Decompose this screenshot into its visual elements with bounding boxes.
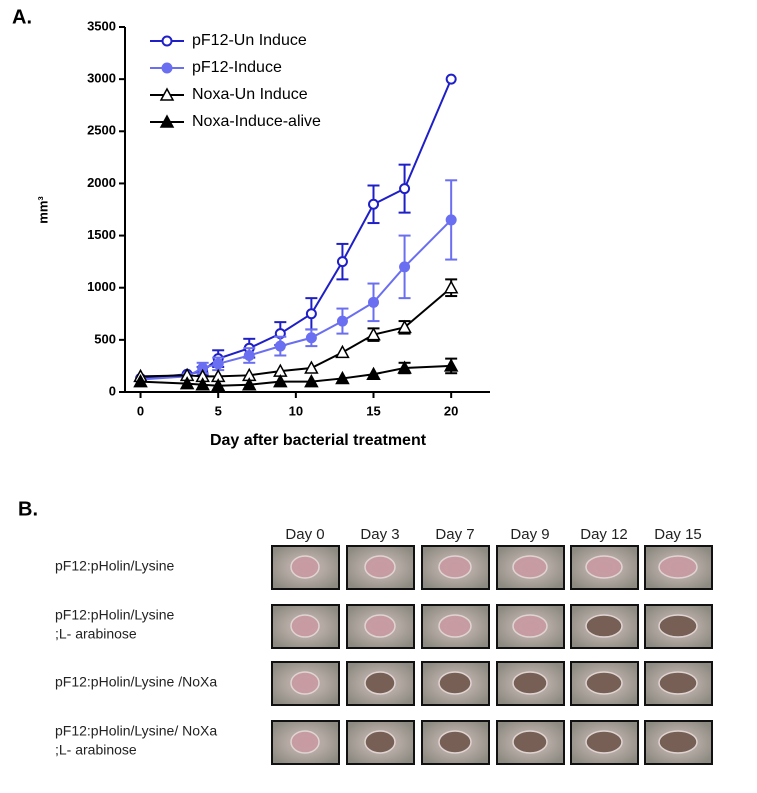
lesion [438,555,472,579]
column-header: Day 12 [580,526,628,543]
y-tick-label: 500 [94,331,116,346]
row-label: pF12:pHolin/Lysine/ NoXa [55,723,217,739]
y-tick-label: 2500 [87,123,116,138]
lesion [512,730,548,754]
photo [421,720,490,765]
lesion [585,555,623,579]
panel-label: B. [18,498,38,520]
lesion [585,730,623,754]
data-point [273,374,288,388]
data-point [336,256,348,268]
x-tick-label: 0 [137,403,144,418]
lesion [512,614,548,638]
data-point [336,315,348,327]
data-point [212,358,224,370]
legend-label: pF12-Un Induce [192,32,307,49]
column-header: Day 9 [510,526,549,543]
y-tick-label: 2000 [87,175,116,190]
data-point [366,366,381,381]
y-tick-label: 1000 [87,279,116,294]
legend-marker [161,35,173,47]
y-tick-label: 3500 [87,18,116,33]
data-point [179,376,195,390]
row-label: ;L- arabinose [55,626,137,642]
legend-marker [161,62,173,74]
legend-label: pF12-Induce [192,59,282,76]
lesion [364,730,396,754]
data-point [274,340,286,352]
row-label: pF12:pHolin/Lysine [55,558,175,574]
data-point [443,358,459,372]
lesion [585,671,623,695]
data-point [399,261,411,273]
data-point [335,370,350,385]
lesion [290,671,320,695]
data-point [368,198,380,210]
column-header: Day 3 [360,526,399,543]
data-point [133,374,148,388]
column-header: Day 15 [654,526,702,543]
photo [421,604,490,649]
data-point [368,296,380,308]
data-point [366,327,381,341]
photo [496,604,565,649]
lesion [658,555,698,579]
lesion [658,730,698,754]
lesion [364,614,396,638]
data-point [335,344,350,359]
x-tick-label: 15 [366,403,380,418]
lesion [512,555,548,579]
data-point [241,377,257,391]
data-point [397,319,412,334]
data-point [195,377,210,391]
row-label: ;L- arabinose [55,742,137,758]
data-point [397,360,412,374]
lesion [658,614,698,638]
legend-marker [159,87,175,101]
x-tick-label: 10 [289,403,303,418]
x-axis-label: Day after bacterial treatment [210,432,427,449]
data-point [305,332,317,344]
y-tick-label: 1500 [87,227,116,242]
column-header: Day 0 [285,526,324,543]
panel-label: A. [12,6,32,28]
lesion [364,555,396,579]
lesion [364,671,396,695]
y-tick-label: 0 [109,383,116,398]
data-point [243,350,255,361]
y-axis-label: mm³ [35,196,50,224]
lesion [438,730,472,754]
data-point [399,183,411,195]
x-tick-label: 20 [444,403,458,418]
lesion [438,671,472,695]
lesion [438,614,472,638]
lesion [512,671,548,695]
row-label: pF12:pHolin/Lysine /NoXa [55,674,217,690]
x-tick-label: 5 [215,403,222,418]
data-point [445,214,457,226]
lesion [290,555,320,579]
column-header: Day 7 [435,526,474,543]
lesion [290,730,320,754]
legend-label: Noxa-Induce-alive [192,113,321,130]
data-point [445,73,457,85]
row-label: pF12:pHolin/Lysine [55,607,175,623]
data-point [443,280,459,294]
data-point [210,378,226,392]
lesion [585,614,623,638]
data-point [304,360,319,374]
lesion [658,671,698,695]
data-point [304,374,319,388]
legend-label: Noxa-Un Induce [192,86,308,103]
y-tick-label: 3000 [87,71,116,86]
data-point [305,308,317,320]
lesion [290,614,320,638]
legend-marker [159,114,175,128]
